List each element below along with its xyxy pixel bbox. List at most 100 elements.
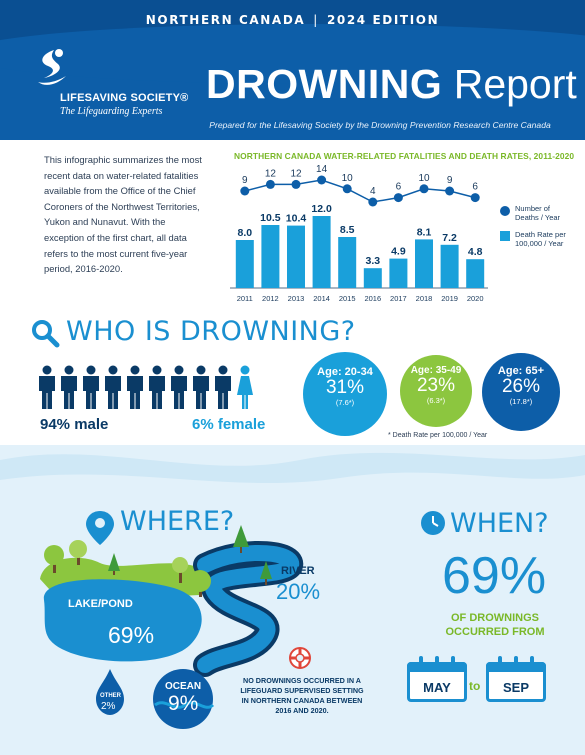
rate-bar — [363, 268, 382, 288]
deaths-value-label: 9 — [242, 175, 248, 186]
age-rate: (7.6*) — [335, 398, 355, 407]
age-percentage: 23% — [416, 375, 456, 396]
fatalities-chart: 8.0 2011 10.5 2012 10.4 2013 12.0 2014 8.5 2015 3.… — [230, 164, 488, 303]
rate-value-label: 7.2 — [442, 232, 457, 244]
rate-value-label: 8.0 — [237, 227, 252, 239]
rate-value-label: 10.5 — [260, 212, 281, 224]
clock-icon — [421, 511, 445, 535]
report-title-bold: DROWNING — [206, 61, 443, 107]
male-person-icon — [193, 365, 209, 409]
header-wave — [0, 24, 585, 84]
calendar-may-icon: MAY — [407, 656, 467, 702]
when-text: OF DROWNINGS OCCURRED FROM — [445, 612, 545, 638]
male-person-icon — [39, 365, 55, 409]
rate-bar — [312, 216, 331, 288]
rate-value-label: 8.5 — [340, 224, 355, 236]
year-tick-label: 2013 — [288, 294, 305, 303]
where-scene — [40, 511, 445, 729]
other-drop — [96, 669, 124, 715]
legend-deaths-label: Number of Deaths / Year — [515, 204, 561, 222]
month-to: SEP — [502, 680, 529, 695]
rate-bar — [287, 225, 305, 288]
wave-divider — [0, 452, 585, 520]
when-percentage: 69% — [442, 547, 547, 605]
people-icons — [39, 365, 253, 409]
year-tick-label: 2014 — [313, 294, 330, 303]
deaths-value-label: 14 — [316, 164, 328, 175]
age-label: Age: 65+ — [497, 365, 545, 377]
ocean-percentage: 9% — [168, 692, 199, 715]
rate-bar — [415, 239, 433, 288]
intro-text: This infographic summarizes the most rec… — [44, 154, 202, 275]
deaths-point — [393, 193, 403, 203]
river-shape — [197, 545, 300, 673]
calendar-sep-icon: SEP — [486, 656, 546, 702]
deaths-value-label: 4 — [370, 186, 376, 197]
location-pin-icon — [86, 511, 114, 545]
rate-value-label: 4.9 — [391, 246, 406, 258]
no-supervised-drownings-note: NO DROWNINGS OCCURRED IN A LIFEGUARD SUP… — [240, 676, 364, 715]
deaths-point — [445, 186, 455, 196]
rate-value-label: 4.8 — [468, 246, 483, 258]
legend-rate-label: Death Rate per 100,000 / Year — [515, 230, 566, 248]
report-title: DROWNING Report — [206, 62, 577, 106]
logo-tagline: The Lifeguarding Experts — [60, 106, 163, 117]
other-label: OTHER — [100, 693, 121, 699]
year-tick-label: 2018 — [416, 294, 433, 303]
legend-deaths-marker — [500, 206, 510, 216]
age-label: Age: 35-49 — [410, 365, 462, 376]
who-is-drowning-title: WHO IS DROWNING? — [66, 316, 356, 347]
to-word: to — [469, 679, 481, 693]
year-tick-label: 2019 — [441, 294, 458, 303]
search-icon — [32, 320, 60, 348]
male-person-icon — [149, 365, 165, 409]
male-person-icon — [105, 365, 121, 409]
rate-bar — [389, 258, 408, 288]
year-tick-label: 2015 — [339, 294, 356, 303]
lifesaving-swirl-icon — [38, 49, 66, 85]
age-footnote: * Death Rate per 100,000 / Year — [388, 432, 488, 439]
chart-title: NORTHERN CANADA WATER-RELATED FATALITIES… — [234, 151, 575, 161]
deaths-value-label: 12 — [290, 168, 302, 179]
year-tick-label: 2012 — [262, 294, 279, 303]
month-from: MAY — [423, 680, 451, 695]
deaths-value-label: 6 — [472, 182, 478, 193]
female-percentage: 6% female — [192, 416, 266, 433]
tree-icon — [260, 561, 272, 585]
ocean-label: OCEAN — [165, 681, 202, 692]
edition-region: NORTHERN CANADA — [145, 13, 306, 27]
deaths-point — [291, 179, 301, 189]
when-title: WHEN? — [450, 508, 549, 539]
male-person-icon — [83, 365, 99, 409]
rate-bar — [338, 237, 357, 288]
age-65-plus-circle: Age: 65+ 26% (17.8*) — [482, 353, 560, 431]
male-person-icon — [61, 365, 77, 409]
deaths-point — [317, 175, 327, 185]
edition-separator: | — [313, 13, 319, 27]
age-percentage: 26% — [501, 376, 541, 397]
deaths-point — [265, 179, 275, 189]
age-rate: (6.3*) — [426, 396, 446, 405]
tree-icon — [233, 525, 249, 553]
tree-icon — [44, 545, 64, 573]
header-banner: NORTHERN CANADA | 2024 EDITION LIFESAVING … — [0, 0, 585, 140]
male-percentage: 94% male — [40, 416, 109, 433]
tree-icon — [69, 540, 87, 565]
report-title-light: Report — [453, 61, 577, 107]
male-person-icon — [171, 365, 187, 409]
deaths-point — [240, 186, 250, 196]
where-title: WHERE? — [120, 506, 235, 537]
male-person-icon — [127, 365, 143, 409]
year-tick-label: 2017 — [390, 294, 407, 303]
age-rate: (17.8*) — [509, 397, 533, 406]
deaths-value-label: 9 — [447, 175, 453, 186]
river-label: RIVER — [281, 565, 315, 577]
rate-value-label: 8.1 — [417, 226, 432, 238]
age-20-34-circle: Age: 20-34 31% (7.6*) — [303, 352, 387, 436]
tree-icon — [189, 570, 211, 597]
deaths-value-label: 6 — [396, 182, 402, 193]
female-person-icon — [237, 365, 253, 409]
other-percentage: 2% — [101, 701, 116, 712]
ocean-circle — [153, 669, 213, 729]
logo-name: LIFESAVING SOCIETY® — [60, 92, 189, 104]
